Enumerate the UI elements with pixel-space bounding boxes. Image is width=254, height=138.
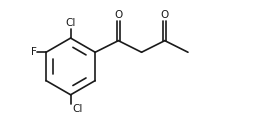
Text: O: O xyxy=(114,10,122,20)
Text: O: O xyxy=(161,10,169,20)
Text: Cl: Cl xyxy=(66,18,76,28)
Text: Cl: Cl xyxy=(72,104,82,114)
Text: F: F xyxy=(30,47,36,57)
